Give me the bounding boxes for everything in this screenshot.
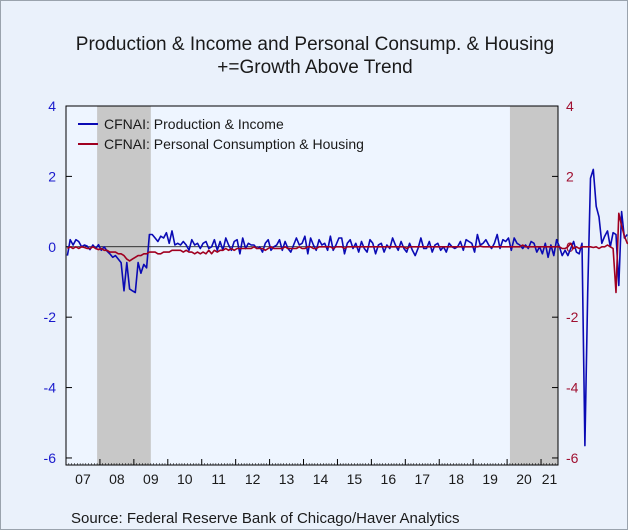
x-tick-label-11: 18 (448, 471, 464, 487)
right-tick-label-1: 2 (566, 168, 574, 184)
right-tick-label-2: 0 (566, 239, 574, 255)
x-tick-label-6: 13 (279, 471, 295, 487)
x-tick-label-7: 14 (313, 471, 329, 487)
left-tick-label-3: -2 (44, 309, 57, 325)
chart-title: Production & Income and Personal Consump… (75, 34, 555, 55)
series-line-0 (66, 168, 628, 447)
legend-label-1: CFNAI: Personal Consumption & Housing (104, 136, 364, 152)
x-tick-label-5: 12 (245, 471, 261, 487)
source-note: Source: Federal Reserve Bank of Chicago/… (71, 510, 460, 527)
x-tick-label-3: 10 (177, 471, 193, 487)
right-tick-label-5: -6 (566, 450, 579, 466)
x-tick-label-1: 08 (109, 471, 125, 487)
left-tick-label-5: -6 (44, 450, 57, 466)
left-tick-label-0: 4 (48, 98, 56, 114)
x-tick-label-0: 07 (75, 471, 91, 487)
x-tick-label-9: 16 (381, 471, 397, 487)
x-tick-label-8: 15 (347, 471, 363, 487)
right-tick-label-3: -2 (566, 309, 579, 325)
x-tick-label-14: 21 (542, 471, 558, 487)
right-tick-label-4: -4 (566, 380, 579, 396)
series-line-1 (66, 212, 628, 294)
recession-band-1 (509, 106, 558, 465)
chart-subtitle: +=Growth Above Trend (217, 57, 413, 78)
x-tick-label-10: 17 (414, 471, 430, 487)
right-tick-label-0: 4 (566, 98, 574, 114)
left-tick-label-1: 2 (48, 168, 56, 184)
x-tick-label-13: 20 (516, 471, 532, 487)
x-tick-label-4: 11 (211, 471, 226, 487)
legend-label-0: CFNAI: Production & Income (104, 116, 284, 132)
x-tick-label-2: 09 (143, 471, 159, 487)
left-tick-label-2: 0 (48, 239, 56, 255)
left-tick-label-4: -4 (44, 380, 57, 396)
x-tick-label-12: 19 (482, 471, 498, 487)
